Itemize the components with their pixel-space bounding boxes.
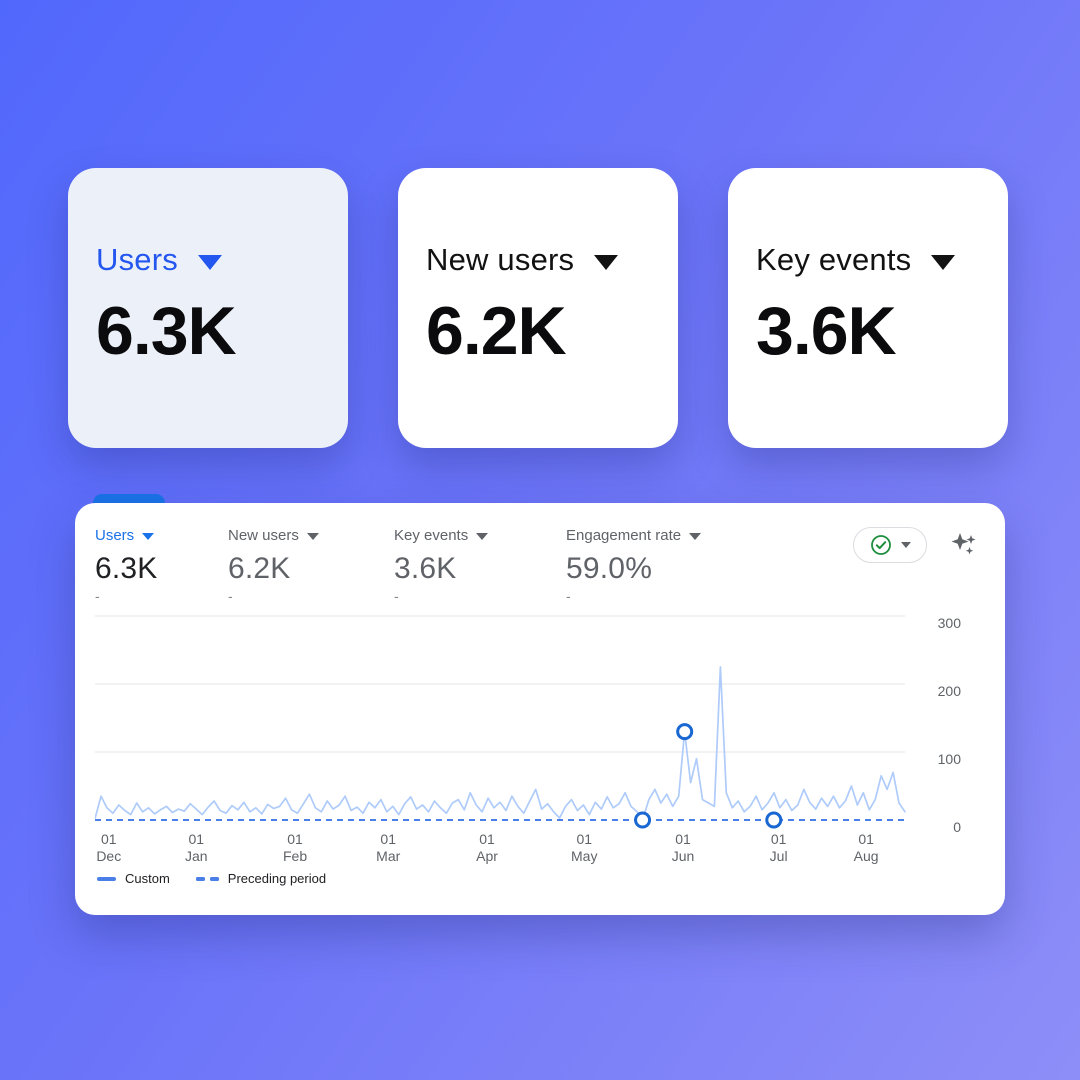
sparkle-icon — [951, 533, 976, 555]
svg-text:Dec: Dec — [96, 848, 121, 864]
metric-users-label: Users — [95, 527, 135, 544]
metric-key-events-label: Key events — [394, 527, 469, 544]
svg-text:0: 0 — [953, 819, 961, 835]
svg-text:Aug: Aug — [854, 848, 879, 864]
svg-text:Jun: Jun — [672, 848, 695, 864]
svg-text:Mar: Mar — [376, 848, 400, 864]
metric-new-users-value: 6.2K — [228, 552, 291, 585]
svg-text:01: 01 — [287, 831, 303, 847]
card-key-events-value: 3.6K — [756, 293, 897, 369]
svg-text:Apr: Apr — [476, 848, 498, 864]
chart-area: 300 200 100 0 01 Dec 01 Jan 01 Feb 01 Mar 01 Apr 01 May… — [94, 608, 981, 886]
metric-engagement-rate-compare: - — [566, 588, 571, 604]
metrics-header-row: Users 6.3K - New users 6.2K - — [95, 527, 981, 604]
svg-text:Jan: Jan — [185, 848, 208, 864]
card-new-users-value: 6.2K — [426, 293, 567, 369]
data-quality-button[interactable] — [853, 527, 927, 563]
metric-users: Users 6.3K - — [95, 527, 228, 604]
chevron-down-icon — [931, 254, 956, 270]
svg-text:200: 200 — [938, 683, 962, 699]
card-new-users-label: New users — [426, 242, 575, 277]
dashed-line-swatch-icon — [195, 876, 219, 881]
metric-new-users-label: New users — [228, 527, 299, 544]
metric-key-events: Key events 3.6K - — [394, 527, 566, 604]
metric-engagement-rate-dropdown[interactable]: Engagement rate — [566, 527, 702, 544]
legend-item-custom: Custom — [97, 871, 170, 886]
card-new-users-dropdown[interactable]: New users — [426, 242, 654, 278]
chevron-down-icon — [197, 254, 222, 270]
metric-key-events-value: 3.6K — [394, 552, 457, 585]
card-key-events-dropdown[interactable]: Key events — [756, 242, 984, 278]
card-new-users: New users 6.2K — [398, 168, 678, 448]
legend-custom-label: Custom — [125, 871, 170, 886]
metric-new-users: New users 6.2K - — [228, 527, 394, 604]
chevron-down-icon — [142, 533, 155, 540]
card-users-label: Users — [96, 242, 178, 277]
metric-engagement-rate-value: 59.0% — [566, 552, 653, 585]
chevron-down-icon — [476, 533, 489, 540]
metric-users-compare: - — [95, 588, 100, 604]
svg-text:01: 01 — [380, 831, 396, 847]
card-key-events-label: Key events — [756, 242, 912, 277]
chevron-down-icon — [689, 533, 702, 540]
svg-text:01: 01 — [576, 831, 592, 847]
metric-users-value: 6.3K — [95, 552, 158, 585]
legend-item-preceding-period: Preceding period — [195, 871, 327, 886]
card-users: Users 6.3K — [68, 168, 348, 448]
solid-line-swatch-icon — [97, 876, 116, 881]
card-users-value: 6.3K — [96, 293, 237, 369]
metric-key-events-dropdown[interactable]: Key events — [394, 527, 566, 544]
svg-text:Jul: Jul — [770, 848, 788, 864]
svg-text:01: 01 — [479, 831, 495, 847]
summary-cards-row: Users 6.3K New users 6.2K Key events 3.6… — [68, 168, 1008, 448]
metric-new-users-compare: - — [228, 588, 233, 604]
svg-text:01: 01 — [675, 831, 691, 847]
check-circle-icon — [870, 535, 891, 555]
svg-text:100: 100 — [938, 751, 962, 767]
svg-text:01: 01 — [188, 831, 204, 847]
chart-legend: Custom Preceding period — [97, 871, 981, 886]
chevron-down-icon — [900, 542, 911, 548]
analytics-panel-wrapper: Users 6.3K - New users 6.2K - — [75, 494, 1005, 915]
analytics-panel: Users 6.3K - New users 6.2K - — [75, 503, 1005, 915]
card-key-events: Key events 3.6K — [728, 168, 1008, 448]
svg-text:May: May — [571, 848, 597, 864]
insights-button[interactable] — [947, 528, 981, 562]
svg-text:Feb: Feb — [283, 848, 307, 864]
svg-text:01: 01 — [101, 831, 117, 847]
chevron-down-icon — [594, 254, 619, 270]
svg-text:01: 01 — [771, 831, 787, 847]
metric-new-users-dropdown[interactable]: New users — [228, 527, 394, 544]
card-users-dropdown[interactable]: Users — [96, 242, 324, 278]
svg-text:300: 300 — [938, 615, 962, 631]
chevron-down-icon — [306, 533, 319, 540]
metric-users-dropdown[interactable]: Users — [95, 527, 228, 544]
metric-engagement-rate: Engagement rate 59.0% - — [566, 527, 702, 604]
legend-preceding-label: Preceding period — [227, 871, 327, 886]
time-series-chart[interactable]: 300 200 100 0 01 Dec 01 Jan 01 Feb 01 Mar 01 Apr 01 May… — [94, 608, 981, 871]
panel-toolbar — [853, 527, 981, 563]
svg-text:01: 01 — [858, 831, 874, 847]
metric-engagement-rate-label: Engagement rate — [566, 527, 682, 544]
metric-key-events-compare: - — [394, 588, 399, 604]
